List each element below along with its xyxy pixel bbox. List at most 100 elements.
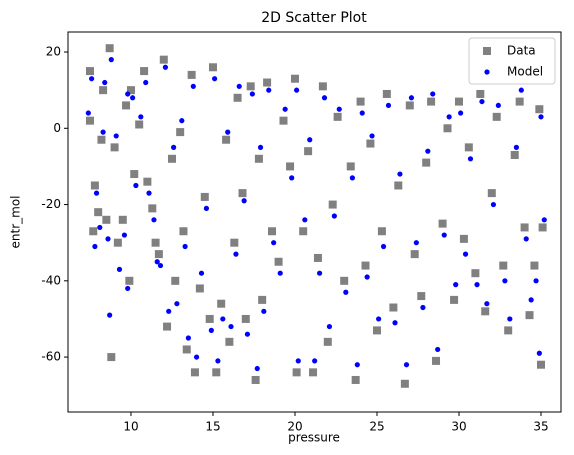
data-point	[151, 238, 160, 247]
y-tick-label: -40	[41, 273, 61, 287]
plot-area	[85, 44, 547, 388]
data-point	[530, 261, 539, 270]
model-point	[453, 282, 459, 288]
model-point	[474, 282, 480, 288]
data-point	[110, 143, 119, 152]
model-point	[349, 175, 355, 181]
data-point	[230, 238, 239, 247]
data-point	[140, 67, 149, 76]
data-point	[313, 253, 322, 262]
data-point	[535, 105, 544, 114]
model-point	[241, 198, 247, 204]
model-point	[125, 91, 131, 97]
model-point	[208, 327, 214, 333]
model-point	[203, 205, 210, 211]
data-point	[208, 63, 217, 72]
model-point	[107, 312, 113, 318]
data-point	[258, 295, 267, 304]
data-point	[538, 223, 547, 232]
data-point	[212, 368, 221, 377]
data-point	[143, 177, 152, 186]
axes-frame	[67, 31, 562, 413]
model-point	[85, 110, 91, 116]
model-point	[294, 87, 300, 93]
model-point	[408, 95, 415, 101]
model-point	[179, 118, 185, 124]
model-point	[312, 358, 318, 364]
model-point	[193, 354, 200, 360]
data-point	[176, 128, 185, 137]
model-point	[212, 76, 218, 82]
model-point	[100, 129, 106, 135]
x-tick-label: 25	[369, 420, 384, 434]
model-point	[162, 64, 169, 70]
y-tick-label: -20	[41, 197, 61, 211]
model-point	[125, 285, 131, 292]
model-point	[420, 304, 426, 311]
x-tick-label: 30	[451, 420, 466, 434]
model-point	[343, 289, 349, 295]
data-point	[118, 215, 127, 224]
model-point	[97, 224, 103, 231]
model-point	[307, 137, 313, 143]
data-point	[135, 120, 144, 129]
data-point	[246, 82, 255, 91]
data-point	[459, 234, 468, 243]
model-point	[143, 79, 149, 86]
data-point	[99, 86, 108, 95]
model-point	[518, 87, 524, 93]
model-point	[89, 76, 95, 82]
model-point	[295, 358, 301, 364]
data-point	[126, 86, 135, 95]
model-point	[403, 362, 410, 368]
data-point	[454, 97, 463, 106]
data-point	[85, 116, 94, 125]
model-point	[528, 297, 534, 303]
model-point	[282, 106, 288, 112]
data-point	[90, 181, 99, 190]
model-point	[533, 278, 539, 284]
model-point	[215, 358, 221, 364]
model-point	[166, 308, 172, 314]
model-point	[495, 102, 501, 109]
data-point	[340, 276, 349, 285]
data-point	[504, 326, 513, 335]
data-point	[187, 70, 196, 79]
model-point	[151, 217, 157, 223]
model-point	[198, 270, 205, 276]
data-point	[450, 295, 459, 304]
model-point	[116, 266, 123, 272]
data-point	[356, 97, 365, 106]
model-point	[249, 91, 255, 97]
data-point	[394, 181, 403, 190]
y-tick-label: 20	[46, 45, 61, 59]
model-point	[385, 102, 392, 109]
data-point	[154, 250, 163, 259]
data-point	[318, 82, 327, 91]
model-point	[458, 110, 464, 116]
data-point	[113, 238, 122, 247]
data-point	[464, 143, 473, 152]
data-point	[179, 227, 188, 236]
legend-marker	[483, 47, 491, 55]
data-point	[432, 356, 441, 365]
data-point	[122, 101, 131, 110]
data-point	[105, 44, 114, 53]
model-point	[236, 83, 242, 89]
data-point	[225, 337, 234, 346]
legend-label: Data	[507, 44, 536, 58]
data-point	[366, 139, 375, 148]
data-point	[328, 200, 337, 209]
data-point	[525, 311, 534, 320]
data-point	[102, 215, 111, 224]
x-axis-label: pressure	[288, 431, 340, 445]
legend-marker	[484, 69, 490, 75]
data-point	[171, 276, 180, 285]
data-point	[148, 204, 157, 213]
model-point	[536, 350, 542, 356]
model-point	[157, 262, 164, 269]
model-point	[108, 57, 114, 63]
model-point	[507, 316, 513, 322]
model-point	[146, 190, 152, 196]
model-point	[359, 110, 365, 116]
